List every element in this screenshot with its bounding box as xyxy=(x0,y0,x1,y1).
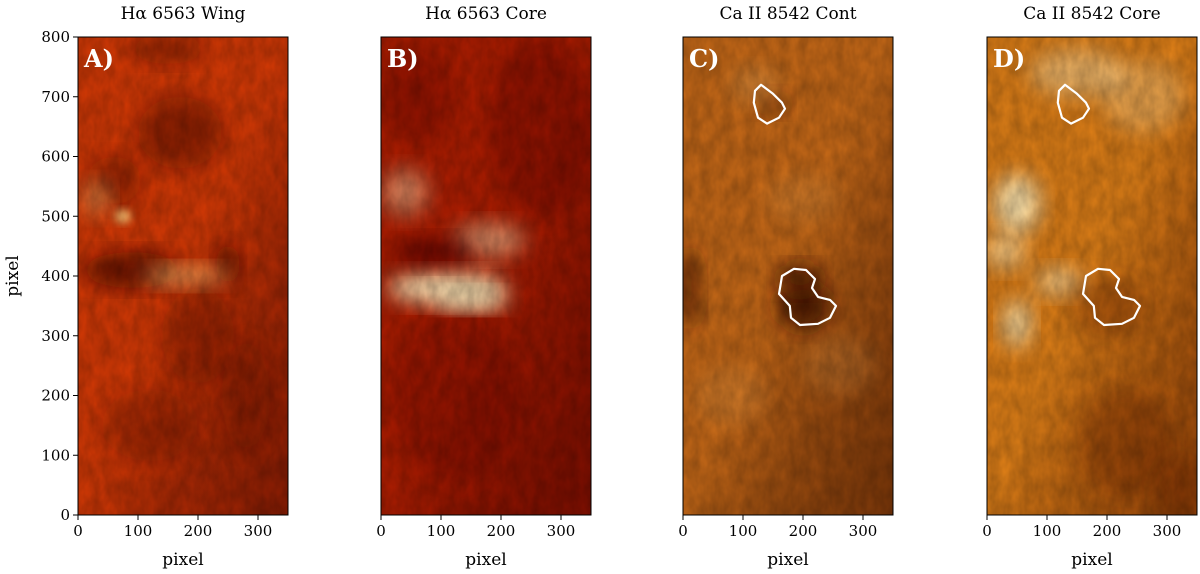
x-tick-label: 300 xyxy=(1153,522,1182,540)
y-tick-label: 200 xyxy=(41,387,70,405)
y-tick-label: 500 xyxy=(41,207,70,225)
x-axis-label: pixel xyxy=(1071,550,1112,570)
solar-image xyxy=(987,37,1197,515)
panel-d: D) Ca II 8542 Core 0 100 200 300 pixel xyxy=(982,4,1198,570)
y-tick-label: 300 xyxy=(41,327,70,345)
x-tick-label: 200 xyxy=(487,522,516,540)
axes-frame xyxy=(986,36,1198,516)
y-tick-label: 100 xyxy=(41,446,70,464)
x-tick-label: 300 xyxy=(547,522,576,540)
y-tick-label: 600 xyxy=(41,148,70,166)
x-tick-label: 100 xyxy=(729,522,758,540)
solar-image xyxy=(683,37,893,515)
x-tick-label: 100 xyxy=(1033,522,1062,540)
y-axis-label: pixel xyxy=(3,255,23,296)
x-tick-label: 200 xyxy=(789,522,818,540)
contour-1 xyxy=(752,83,787,125)
y-tick-label: 0 xyxy=(60,506,70,524)
x-tick-label: 300 xyxy=(244,522,273,540)
panel-title: Hα 6563 Core xyxy=(425,4,547,24)
x-tick-label: 200 xyxy=(1093,522,1122,540)
panel-letter: C) xyxy=(689,44,719,73)
panel-title: Ca II 8542 Core xyxy=(1023,4,1160,24)
x-tick-label: 300 xyxy=(849,522,878,540)
y-tick-label: 400 xyxy=(41,267,70,285)
x-tick-label: 0 xyxy=(678,522,688,540)
solar-image xyxy=(78,37,288,515)
x-tick-label: 100 xyxy=(124,522,153,540)
x-tick-label: 200 xyxy=(184,522,213,540)
contour-1 xyxy=(1056,83,1091,125)
panel-a: A) Hα 6563 Wing 0 100 200 300 pixel 0 100 200 300 4… xyxy=(3,4,289,570)
panel-letter: D) xyxy=(993,44,1025,73)
y-tick-label: 800 xyxy=(41,28,70,46)
y-tick-label: 700 xyxy=(41,88,70,106)
axes-frame xyxy=(380,36,592,516)
x-axis-label: pixel xyxy=(465,550,506,570)
panel-title: Ca II 8542 Cont xyxy=(719,4,856,24)
x-tick-label: 0 xyxy=(73,522,83,540)
contour-2 xyxy=(777,267,838,327)
panel-c: C)Ca II 8542 Cont 0 100 200 300 pixel xyxy=(678,4,894,570)
x-tick-label: 100 xyxy=(427,522,456,540)
x-axis-label: pixel xyxy=(767,550,808,570)
panel-b: B) Hα 6563 Core 0 100 200 300 pixel xyxy=(376,4,592,570)
contour-2 xyxy=(1081,267,1142,327)
panel-title: Hα 6563 Wing xyxy=(121,4,246,24)
x-tick-label: 0 xyxy=(982,522,992,540)
x-axis-label: pixel xyxy=(162,550,203,570)
solar-image xyxy=(381,37,591,515)
axes-frame xyxy=(682,36,894,516)
panel-letter: B) xyxy=(387,44,419,73)
x-tick-label: 0 xyxy=(376,522,386,540)
panel-letter: A) xyxy=(83,44,114,73)
